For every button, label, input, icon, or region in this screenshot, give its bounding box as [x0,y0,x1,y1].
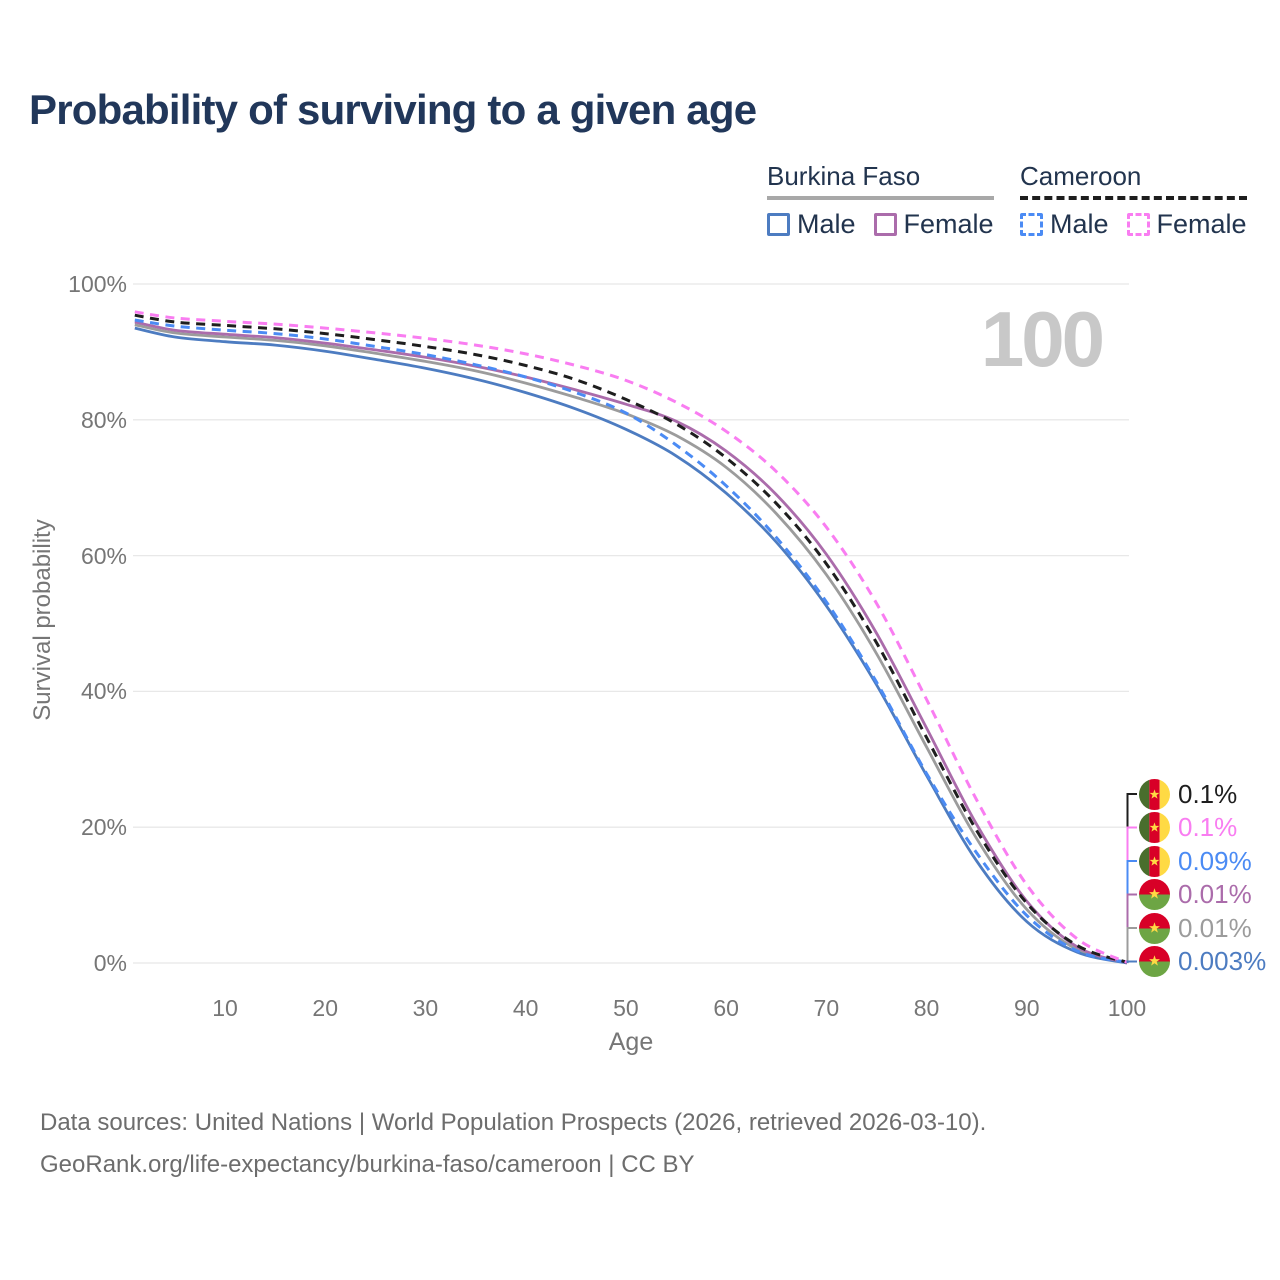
y-tick-label: 20% [80,814,127,841]
y-tick-label: 100% [68,271,127,297]
legend-label: Female [903,209,994,239]
leader-line-bf-male [1126,960,1137,963]
x-tick-label: 60 [713,995,739,1021]
legend-item-bf-female: Female [873,209,994,240]
y-tick-label: 80% [80,406,127,433]
leader-line-bf-total [1126,927,1137,963]
x-tick-label: 10 [212,995,238,1021]
legend-label: Female [1156,209,1247,239]
page-title: Probability of surviving to a given age [29,86,757,133]
series-line-cm-male [134,318,1128,964]
legend-country-cameroon: Cameroon [1020,161,1142,191]
cm-female-swatch-icon [1126,213,1150,236]
legend-item-cm-male: Male [1020,209,1109,240]
cameroon-flag-icon [1139,812,1170,843]
leader-line-cm-male [1126,860,1137,963]
burkina-faso-solid-line-sample [767,196,994,200]
end-value-label: 0.01% [1178,912,1252,943]
burkina-faso-flag-icon [1139,912,1170,944]
x-tick-label: 70 [813,995,840,1021]
end-value-label: 0.003% [1178,946,1267,976]
series-line-bf-total [134,323,1128,965]
x-tick-label: 80 [913,995,940,1021]
series-line-bf-male [134,326,1128,965]
cm-male-swatch-icon [1020,213,1043,236]
x-tick-label: 20 [312,995,339,1021]
legend-country-burkina-faso: Burkina Faso [767,161,921,191]
y-tick-label: 40% [80,678,127,705]
end-label-row-cm-female: 0.1% [1139,812,1237,843]
y-tick-label: 0% [93,950,127,976]
y-tick-label: 60% [80,542,127,569]
cameroon-flag-icon [1139,845,1170,877]
end-value-label: 0.09% [1178,845,1252,876]
end-label-row-bf-female: 0.01% [1139,879,1252,910]
attribution-text: GeoRank.org/life-expectancy/burkina-faso… [40,1151,695,1178]
legend-item-cm-female: Female [1126,209,1247,240]
end-value-label: 0.1% [1178,812,1238,842]
cameroon-dashed-line-sample [1020,196,1247,200]
data-sources-text: Data sources: United Nations | World Pop… [40,1109,987,1136]
series-line-cm-female [134,310,1128,964]
hovered-age-indicator: 100 [980,295,1105,383]
leader-line-cm-total [1126,793,1137,963]
footer: Data sources: United Nations | World Pop… [40,1102,986,1186]
legend-group-cameroon: Cameroon Male Female [1020,161,1247,240]
x-tick-label: 40 [512,995,539,1021]
end-label-row-bf-total: 0.01% [1139,912,1252,944]
bf-female-swatch-icon [873,213,897,236]
end-value-label: 0.01% [1178,879,1252,909]
x-axis-title: Age [608,1028,654,1056]
bf-male-swatch-icon [767,213,790,236]
series-line-cm-total [134,313,1128,964]
end-label-row-bf-male: 0.003% [1139,946,1266,977]
x-tick-label: 30 [412,995,439,1021]
x-tick-label: 50 [613,995,639,1021]
series-line-bf-female [134,320,1128,965]
legend-label: Male [1050,209,1109,239]
legend-label: Male [797,209,856,239]
legend-group-burkina-faso: Burkina Faso Male Female [767,161,994,240]
burkina-faso-flag-icon [1139,879,1170,910]
cameroon-flag-icon [1139,778,1170,810]
burkina-faso-flag-icon [1139,946,1170,977]
x-tick-label: 90 [1013,995,1040,1021]
end-label-row-cm-total: 0.1% [1139,778,1238,810]
end-label-row-cm-male: 0.09% [1139,845,1252,877]
end-value-label: 0.1% [1178,778,1238,809]
x-tick-label: 100 [1107,995,1147,1021]
legend-item-bf-male: Male [767,209,856,240]
